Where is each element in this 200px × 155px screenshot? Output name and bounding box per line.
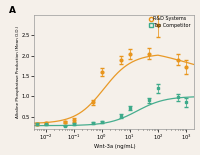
Y-axis label: Alkaline Phosphatase Production (Mean O.D.): Alkaline Phosphatase Production (Mean O.… (16, 26, 20, 118)
Text: A: A (9, 6, 16, 15)
X-axis label: Wnt-3a (ng/mL): Wnt-3a (ng/mL) (94, 144, 135, 149)
Legend: R&D Systems, Top Competitor: R&D Systems, Top Competitor (149, 15, 192, 29)
